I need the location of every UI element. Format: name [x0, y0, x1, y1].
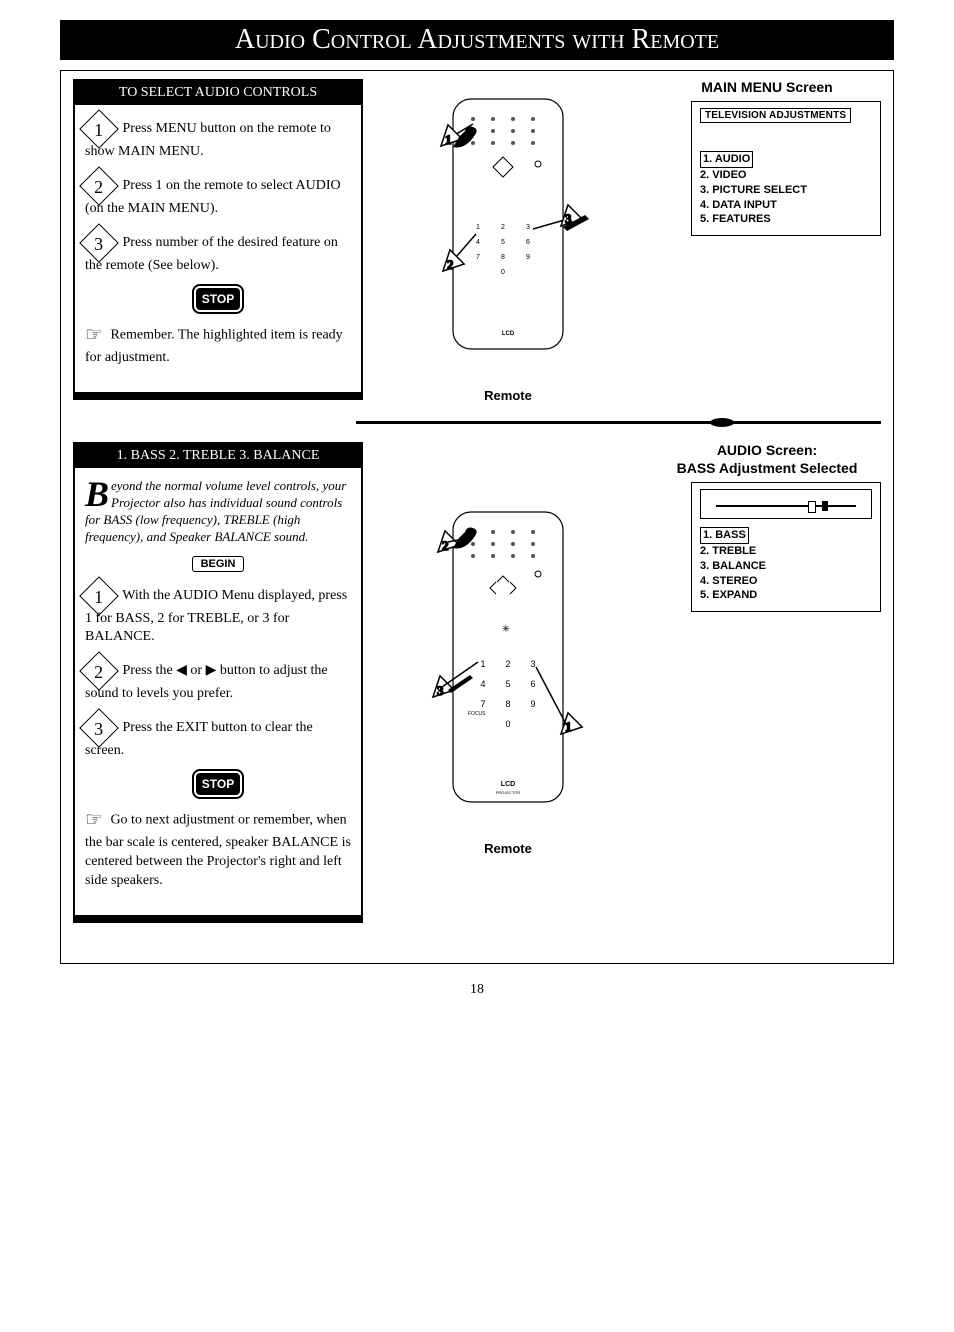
svg-text:6: 6: [526, 239, 530, 246]
svg-text:1: 1: [445, 132, 452, 147]
audio-item-expand: 5. EXPAND: [700, 588, 872, 603]
svg-text:6: 6: [530, 679, 535, 689]
menu-item-audio: 1. AUDIO: [700, 151, 753, 168]
section-divider: [356, 421, 881, 424]
begin-badge: BEGIN: [192, 556, 245, 572]
svg-text:3: 3: [530, 659, 535, 669]
svg-text:2: 2: [505, 659, 510, 669]
menu-item-video: 2. VIDEO: [700, 168, 872, 183]
stop-badge: STOP: [194, 771, 242, 797]
diamond-icon: 3: [79, 223, 119, 263]
svg-text:LCD: LCD: [502, 331, 515, 337]
svg-text:2: 2: [442, 538, 449, 553]
box2-note: ☞ Go to next adjustment or remember, whe…: [85, 807, 351, 891]
box1-step1: 1 Press MENU button on the remote to sho…: [85, 115, 351, 162]
svg-text:FOCUS: FOCUS: [468, 711, 486, 717]
svg-text:1: 1: [480, 659, 485, 669]
page-number: 18: [60, 982, 894, 998]
box2-step3: 3 Press the EXIT button to clear the scr…: [85, 714, 351, 761]
svg-text:7: 7: [476, 254, 480, 261]
stop-badge: STOP: [194, 286, 242, 312]
section-1-row: TO SELECT AUDIO CONTROLS 1 Press MENU bu…: [73, 79, 881, 403]
bass-slider: [700, 489, 872, 519]
svg-text:4: 4: [476, 239, 480, 246]
svg-text:2: 2: [501, 224, 505, 231]
svg-text:1: 1: [565, 719, 572, 734]
menu-item-data-input: 4. DATA INPUT: [700, 198, 872, 213]
svg-text:PROJECTOR: PROJECTOR: [496, 790, 521, 795]
svg-text:0: 0: [505, 719, 510, 729]
svg-text:3: 3: [526, 224, 530, 231]
main-menu-screen-block: MAIN MENU Screen TELEVISION ADJUSTMENTS …: [653, 79, 881, 236]
audio-screen-block: AUDIO Screen: BASS Adjustment Selected 1…: [653, 442, 881, 612]
box1-step3: 3 Press number of the desired feature on…: [85, 229, 351, 276]
screen2-title1: AUDIO Screen:: [653, 442, 881, 458]
remote-illustration-1: 1 2 3 4 5 6 7 8 9 0 LCD 1 2: [383, 79, 633, 403]
box2-step1: 1 With the AUDIO Menu displayed, press 1…: [85, 582, 351, 648]
box2-intro: Beyond the normal volume level controls,…: [85, 478, 351, 546]
hand-icon: ☞: [85, 322, 103, 349]
svg-text:5: 5: [501, 239, 505, 246]
box1-step2: 2 Press 1 on the remote to select AUDIO …: [85, 172, 351, 219]
diamond-icon: 2: [79, 166, 119, 206]
screen1-title: MAIN MENU Screen: [653, 79, 881, 95]
instruction-box-1: TO SELECT AUDIO CONTROLS 1 Press MENU bu…: [73, 79, 363, 400]
svg-text:3: 3: [437, 683, 444, 698]
remote-caption-2: Remote: [383, 841, 633, 856]
svg-text:9: 9: [526, 254, 530, 261]
remote-illustration-2: ✳ 1 2 3 4 5 6 7 8 9 0 FOCUS LCD PROJECTOR 2: [383, 442, 633, 856]
diamond-icon: 1: [79, 109, 119, 149]
box1-note: ☞ Remember. The highlighted item is read…: [85, 322, 351, 368]
svg-text:7: 7: [480, 699, 485, 709]
audio-item-balance: 3. BALANCE: [700, 559, 872, 574]
svg-text:4: 4: [480, 679, 485, 689]
remote-caption: Remote: [383, 388, 633, 403]
hand-icon: ☞: [85, 807, 103, 834]
svg-text:8: 8: [505, 699, 510, 709]
svg-text:✳: ✳: [502, 624, 510, 635]
diamond-icon: 1: [79, 576, 119, 616]
audio-item-stereo: 4. STEREO: [700, 574, 872, 589]
svg-text:9: 9: [530, 699, 535, 709]
audio-item-treble: 2. TREBLE: [700, 544, 872, 559]
menu-item-picture-select: 3. PICTURE SELECT: [700, 183, 872, 198]
svg-text:8: 8: [501, 254, 505, 261]
svg-text:LCD: LCD: [501, 781, 515, 788]
svg-text:1: 1: [476, 224, 480, 231]
menu-item-features: 5. FEATURES: [700, 212, 872, 227]
screen2-title2: BASS Adjustment Selected: [653, 460, 881, 476]
svg-text:2: 2: [447, 257, 454, 272]
tv-adjust-label: TELEVISION ADJUSTMENTS: [700, 108, 851, 123]
svg-text:0: 0: [501, 269, 505, 276]
svg-text:5: 5: [505, 679, 510, 689]
screen1-box: TELEVISION ADJUSTMENTS 1. AUDIO 2. VIDEO…: [691, 101, 881, 236]
box2-header: 1. BASS 2. TREBLE 3. BALANCE: [75, 444, 361, 468]
box1-header: TO SELECT AUDIO CONTROLS: [75, 81, 361, 105]
screen2-box: 1. BASS 2. TREBLE 3. BALANCE 4. STEREO 5…: [691, 482, 881, 612]
main-frame: TO SELECT AUDIO CONTROLS 1 Press MENU bu…: [60, 70, 894, 964]
section-2-row: 1. BASS 2. TREBLE 3. BALANCE Beyond the …: [73, 442, 881, 923]
instruction-box-2: 1. BASS 2. TREBLE 3. BALANCE Beyond the …: [73, 442, 363, 923]
box2-step2: 2 Press the ◀ or ▶ button to adjust the …: [85, 657, 351, 704]
audio-item-bass: 1. BASS: [700, 527, 749, 544]
page-title: Audio Control Adjustments with Remote: [60, 20, 894, 60]
